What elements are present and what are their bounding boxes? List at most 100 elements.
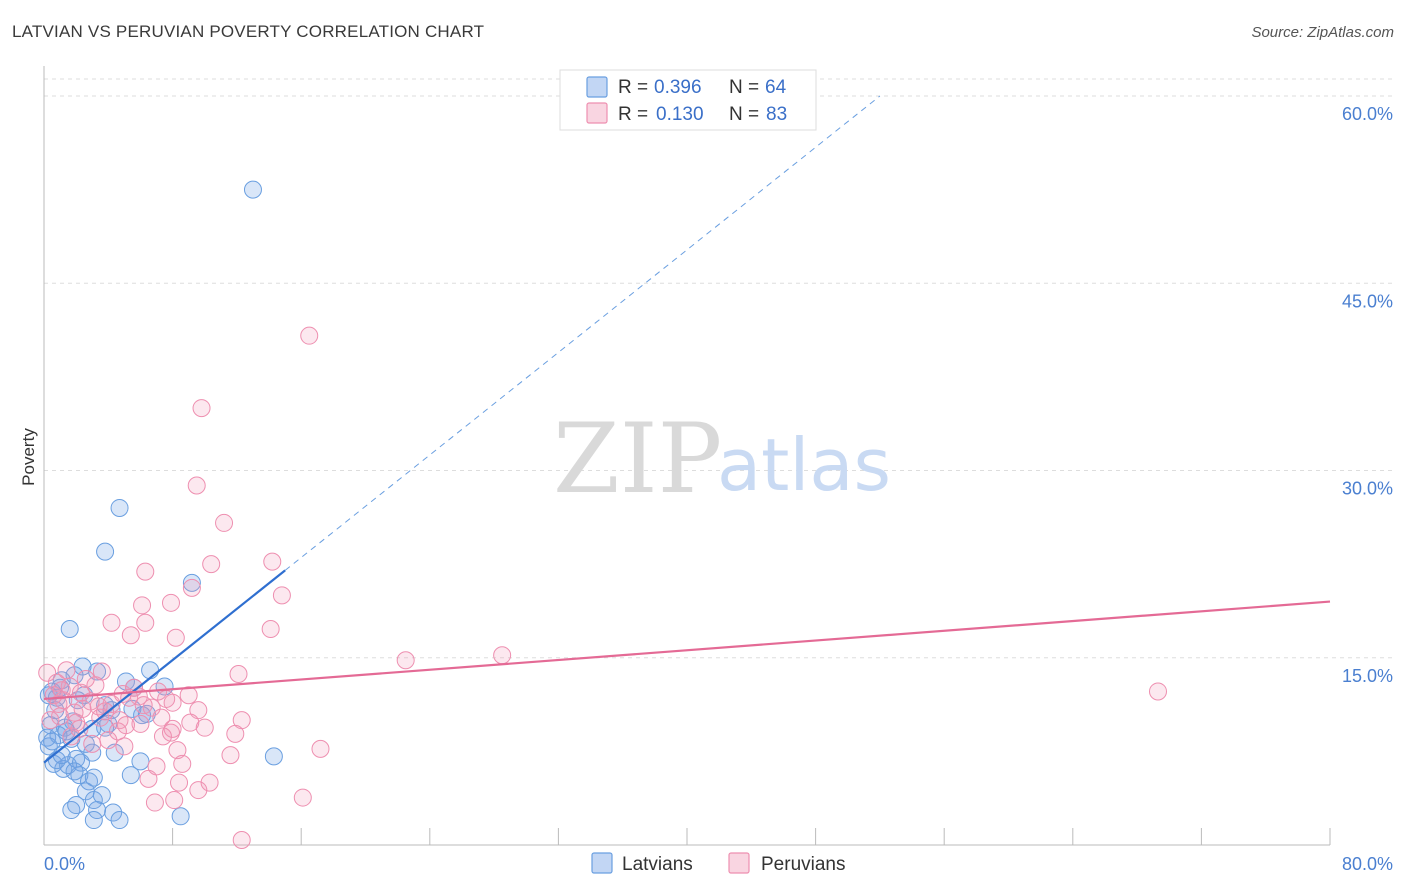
peruvians-point-18	[1148, 682, 1167, 701]
legend-r-value-latvians: 0.396	[654, 77, 702, 98]
peruvians-point-4	[202, 555, 221, 574]
y-tick-label-0: 15.0%	[1342, 666, 1393, 686]
peruvians-point-65	[57, 661, 76, 680]
watermark-atlas: atlas	[717, 423, 891, 507]
latvians-point-40	[121, 766, 140, 785]
peruvians-point-77	[76, 669, 95, 688]
peruvians-point-68	[134, 696, 153, 715]
peruvians-point-50	[153, 727, 172, 746]
peruvians-point-72	[157, 689, 176, 708]
peruvians-point-78	[115, 737, 134, 756]
peruvians-point-12	[136, 613, 155, 632]
latvians-point-0	[243, 180, 262, 199]
peruvians-point-0	[300, 326, 319, 345]
latvians-point-46	[104, 803, 123, 822]
peruvians-point-7	[182, 578, 201, 597]
peruvians-point-9	[161, 593, 180, 612]
peruvians-point-80	[89, 697, 108, 716]
peruvians-point-5	[263, 552, 282, 571]
y-axis-label: Poverty	[19, 428, 38, 486]
latvians-trend-extension	[284, 95, 881, 571]
peruvians-point-81	[131, 714, 150, 733]
legend-r-label-latvians: R =	[618, 77, 648, 98]
legend-box	[559, 69, 817, 131]
y-tick-label-1: 30.0%	[1342, 479, 1393, 499]
bottom-legend-swatch-latvians	[591, 852, 613, 874]
latvians-point-4	[60, 620, 79, 639]
y-tick-label-3: 60.0%	[1342, 104, 1393, 124]
legend-n-value-latvians: 64	[765, 77, 787, 98]
latvians-point-3	[182, 573, 201, 592]
axes-layer	[43, 66, 1331, 846]
peruvians-point-48	[226, 724, 245, 743]
latvians-point-39	[84, 768, 103, 787]
bottom-legend-label-peruvians: Peruvians	[761, 854, 846, 875]
peruvians-point-47	[163, 719, 182, 738]
legend-n-label-latvians: N =	[729, 77, 759, 98]
x-tick-label-0: 0.0%	[44, 854, 85, 874]
peruvians-point-58	[200, 773, 219, 792]
peruvians-point-69	[67, 713, 86, 732]
peruvians-point-13	[261, 620, 280, 639]
peruvians-point-42	[181, 713, 200, 732]
latvians-point-8	[141, 661, 160, 680]
peruvians-point-62	[293, 788, 312, 807]
peruvians-point-61	[165, 791, 184, 810]
tick-labels: 15.0% 30.0% 45.0% 60.0% 0.0% 80.0%	[44, 104, 1393, 874]
peruvians-point-10	[133, 596, 152, 615]
latvians-point-36	[264, 747, 283, 766]
legend-swatch-peruvians	[586, 102, 608, 124]
latvians-point-44	[67, 796, 86, 815]
trend-lines	[43, 95, 1331, 764]
legend-swatch-latvians	[586, 76, 608, 98]
peruvians-point-16	[396, 651, 415, 670]
peruvians-point-74	[99, 731, 118, 750]
peruvians-point-57	[170, 773, 189, 792]
y-tick-label-2: 45.0%	[1342, 291, 1393, 311]
peruvians-point-40	[152, 708, 171, 727]
peruvians-point-35	[51, 707, 70, 726]
watermark-zip: ZIP	[553, 403, 722, 515]
legend-r-label-peruvians: R =	[618, 104, 648, 125]
peruvians-point-76	[195, 718, 214, 737]
peruvians-point-14	[121, 626, 140, 645]
peruvians-points	[38, 326, 1167, 850]
peruvians-trend-line	[43, 600, 1331, 701]
legend-n-value-peruvians: 83	[766, 104, 787, 125]
peruvians-point-55	[173, 754, 192, 773]
legend-n-label-peruvians: N =	[729, 104, 759, 125]
peruvians-point-3	[215, 513, 234, 532]
latvians-point-49	[171, 807, 190, 826]
latvians-point-61	[43, 732, 62, 751]
peruvians-point-56	[139, 769, 158, 788]
bottom-legend-label-latvians: Latvians	[622, 854, 693, 875]
peruvians-point-19	[229, 664, 248, 683]
peruvians-point-15	[166, 628, 185, 647]
peruvians-point-63	[232, 831, 251, 850]
legend-r-value-peruvians: 0.130	[656, 104, 704, 125]
peruvians-point-60	[145, 793, 164, 812]
peruvians-point-8	[272, 586, 291, 605]
peruvians-point-52	[221, 746, 240, 765]
bottom-legend: Latvians Peruvians	[591, 852, 846, 875]
latvians-point-59	[65, 762, 84, 781]
peruvians-point-82	[41, 711, 60, 730]
latvians-point-27	[39, 737, 58, 756]
latvians-point-7	[88, 662, 107, 681]
peruvians-point-45	[116, 716, 135, 735]
bottom-legend-swatch-peruvians	[728, 852, 750, 874]
grid-layer	[44, 78, 1393, 659]
peruvians-point-49	[83, 734, 102, 753]
latvians-point-35	[131, 752, 150, 771]
peruvians-point-6	[136, 562, 155, 581]
latvians-point-53	[76, 734, 95, 753]
peruvians-point-53	[311, 739, 330, 758]
peruvians-point-2	[187, 476, 206, 495]
peruvians-point-75	[179, 686, 198, 705]
latvians-trend-line	[43, 569, 286, 764]
latvians-point-43	[62, 801, 81, 820]
source-label: Source: ZipAtlas.com	[1251, 24, 1394, 41]
watermark: ZIP atlas	[553, 403, 891, 515]
peruvians-point-51	[168, 741, 187, 760]
